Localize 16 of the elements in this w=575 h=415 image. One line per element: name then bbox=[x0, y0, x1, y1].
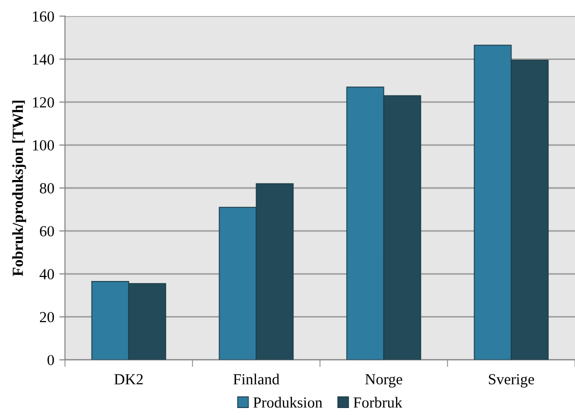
y-tick-label: 80 bbox=[40, 183, 54, 194]
y-tick-label: 40 bbox=[40, 269, 54, 280]
y-tick-label: 160 bbox=[32, 11, 54, 22]
y-tick-label: 100 bbox=[32, 140, 54, 150]
y-tick-label: 140 bbox=[32, 54, 54, 65]
legend-label: Produksion bbox=[253, 396, 322, 408]
y-tick-label: 20 bbox=[40, 312, 54, 322]
x-tick-label: Finland bbox=[233, 374, 280, 384]
y-tick-label: 60 bbox=[40, 226, 54, 236]
y-axis-title: Fobruk/produksjon [TWh] bbox=[12, 100, 26, 276]
x-tick-label: Norge bbox=[365, 374, 402, 388]
x-tick-label: Sverige bbox=[488, 374, 534, 388]
legend-label: Forbruk bbox=[354, 396, 402, 408]
x-tick-label: DK2 bbox=[114, 374, 143, 384]
y-tick-label: 0 bbox=[48, 354, 54, 366]
y-tick-label: 120 bbox=[32, 97, 54, 108]
